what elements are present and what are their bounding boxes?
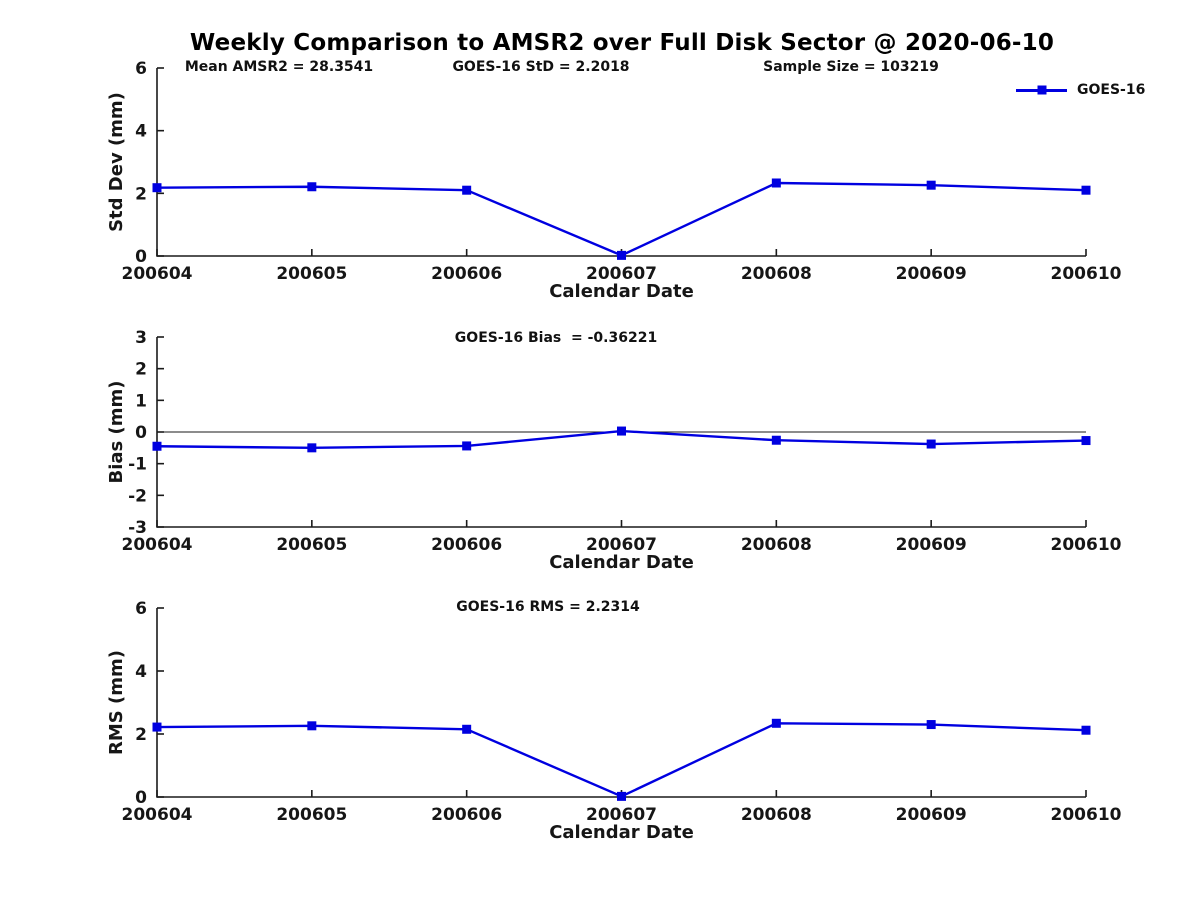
y-tick-label: 1 — [135, 391, 147, 411]
y-tick-label: -1 — [128, 455, 147, 475]
axis-lines — [156, 608, 1086, 798]
y-tick-label: 4 — [135, 122, 147, 142]
data-point-marker — [307, 182, 317, 192]
goes-16-line — [156, 722, 1087, 798]
x-tick-label: 200605 — [276, 264, 347, 284]
x-tick-label: 200607 — [586, 535, 657, 555]
y-tick-label: 2 — [135, 725, 147, 745]
goes16-rms-annotation: GOES-16 RMS = 2.2314 — [456, 599, 640, 615]
subplot-std-dev: 0 2 4 6 200604 200605 200606 200607 200608 200609… — [106, 59, 1122, 302]
x-tick-label: 200610 — [1051, 264, 1122, 284]
y-tick-label: 2 — [135, 360, 147, 380]
x-tick-label: 200605 — [276, 805, 347, 825]
x-tick-label: 200606 — [431, 805, 502, 825]
data-point-marker — [926, 720, 936, 730]
legend-label: GOES-16 — [1077, 82, 1146, 98]
goes16-std-annotation: GOES-16 StD = 2.2018 — [452, 59, 630, 75]
mean-amsr2-annotation: Mean AMSR2 = 28.3541 — [184, 59, 374, 75]
data-point-marker — [462, 185, 472, 195]
data-point-marker — [617, 250, 626, 260]
y-tick-label: 6 — [135, 599, 147, 619]
subplot-bias: -3 -2 -1 0 1 2 3 200604 200605 200606 200607 200608… — [106, 328, 1122, 573]
y-axis-label: Std Dev (mm) — [106, 92, 127, 232]
y-tick-label: -2 — [128, 486, 147, 506]
legend-line-sample — [1016, 85, 1067, 95]
goes16-bias-annotation: GOES-16 Bias = -0.36221 — [454, 330, 658, 346]
x-tick-label: 200604 — [122, 535, 193, 555]
x-tick-label: 200609 — [896, 535, 967, 555]
x-axis-label: Calendar Date — [549, 281, 694, 302]
y-tick-label: 4 — [135, 662, 147, 682]
sample-size-annotation: Sample Size = 103219 — [763, 59, 939, 75]
figure-title: Weekly Comparison to AMSR2 over Full Dis… — [189, 30, 1055, 56]
data-point-marker — [771, 718, 781, 728]
y-tick-label: 2 — [135, 184, 147, 204]
legend-square-marker-icon — [1037, 85, 1046, 95]
data-point-marker — [152, 441, 162, 451]
subplot-rms: 0 2 4 6 200604 200605 200606 200607 200608 200609… — [106, 599, 1122, 843]
y-tick-label: -3 — [128, 518, 147, 538]
y-tick-label: 6 — [135, 59, 147, 79]
data-point-marker — [771, 178, 781, 188]
x-axis-label: Calendar Date — [549, 552, 694, 573]
data-point-marker — [152, 183, 162, 193]
data-point-marker — [617, 426, 626, 436]
data-point-marker — [926, 180, 936, 190]
x-tick-label: 200609 — [896, 264, 967, 284]
y-tick-label: 3 — [135, 328, 147, 348]
y-axis-label: Bias (mm) — [106, 381, 127, 484]
x-axis-label: Calendar Date — [549, 822, 694, 843]
x-tick-label: 200606 — [431, 264, 502, 284]
data-point-marker — [617, 791, 626, 801]
x-tick-label: 200609 — [896, 805, 967, 825]
y-tick-label: 0 — [135, 423, 147, 443]
x-tick-label: 200610 — [1051, 805, 1122, 825]
x-tick-label: 200604 — [122, 805, 193, 825]
y-tick-label: 0 — [135, 247, 147, 267]
axis-lines — [156, 68, 1086, 257]
data-point-marker — [307, 443, 317, 453]
y-tick-label: 0 — [135, 788, 147, 808]
data-point-marker — [462, 441, 472, 451]
x-tick-label: 200607 — [586, 805, 657, 825]
x-tick-label: 200610 — [1051, 535, 1122, 555]
data-point-marker — [926, 439, 936, 449]
x-tick-label: 200605 — [276, 535, 347, 555]
data-point-marker — [1081, 185, 1091, 195]
x-tick-label: 200607 — [586, 264, 657, 284]
x-tick-label: 200608 — [741, 264, 812, 284]
data-point-marker — [1081, 436, 1091, 446]
data-point-marker — [462, 724, 472, 734]
data-point-marker — [771, 435, 781, 445]
data-point-marker — [1081, 725, 1091, 735]
x-tick-label: 200608 — [741, 805, 812, 825]
x-tick-label: 200604 — [122, 264, 193, 284]
data-point-marker — [307, 721, 317, 731]
legend: GOES-16 — [1016, 82, 1145, 98]
x-tick-label: 200608 — [741, 535, 812, 555]
data-point-marker — [152, 722, 162, 732]
goes-16-line — [156, 181, 1087, 257]
y-axis-label: RMS (mm) — [106, 650, 127, 755]
x-tick-label: 200606 — [431, 535, 502, 555]
